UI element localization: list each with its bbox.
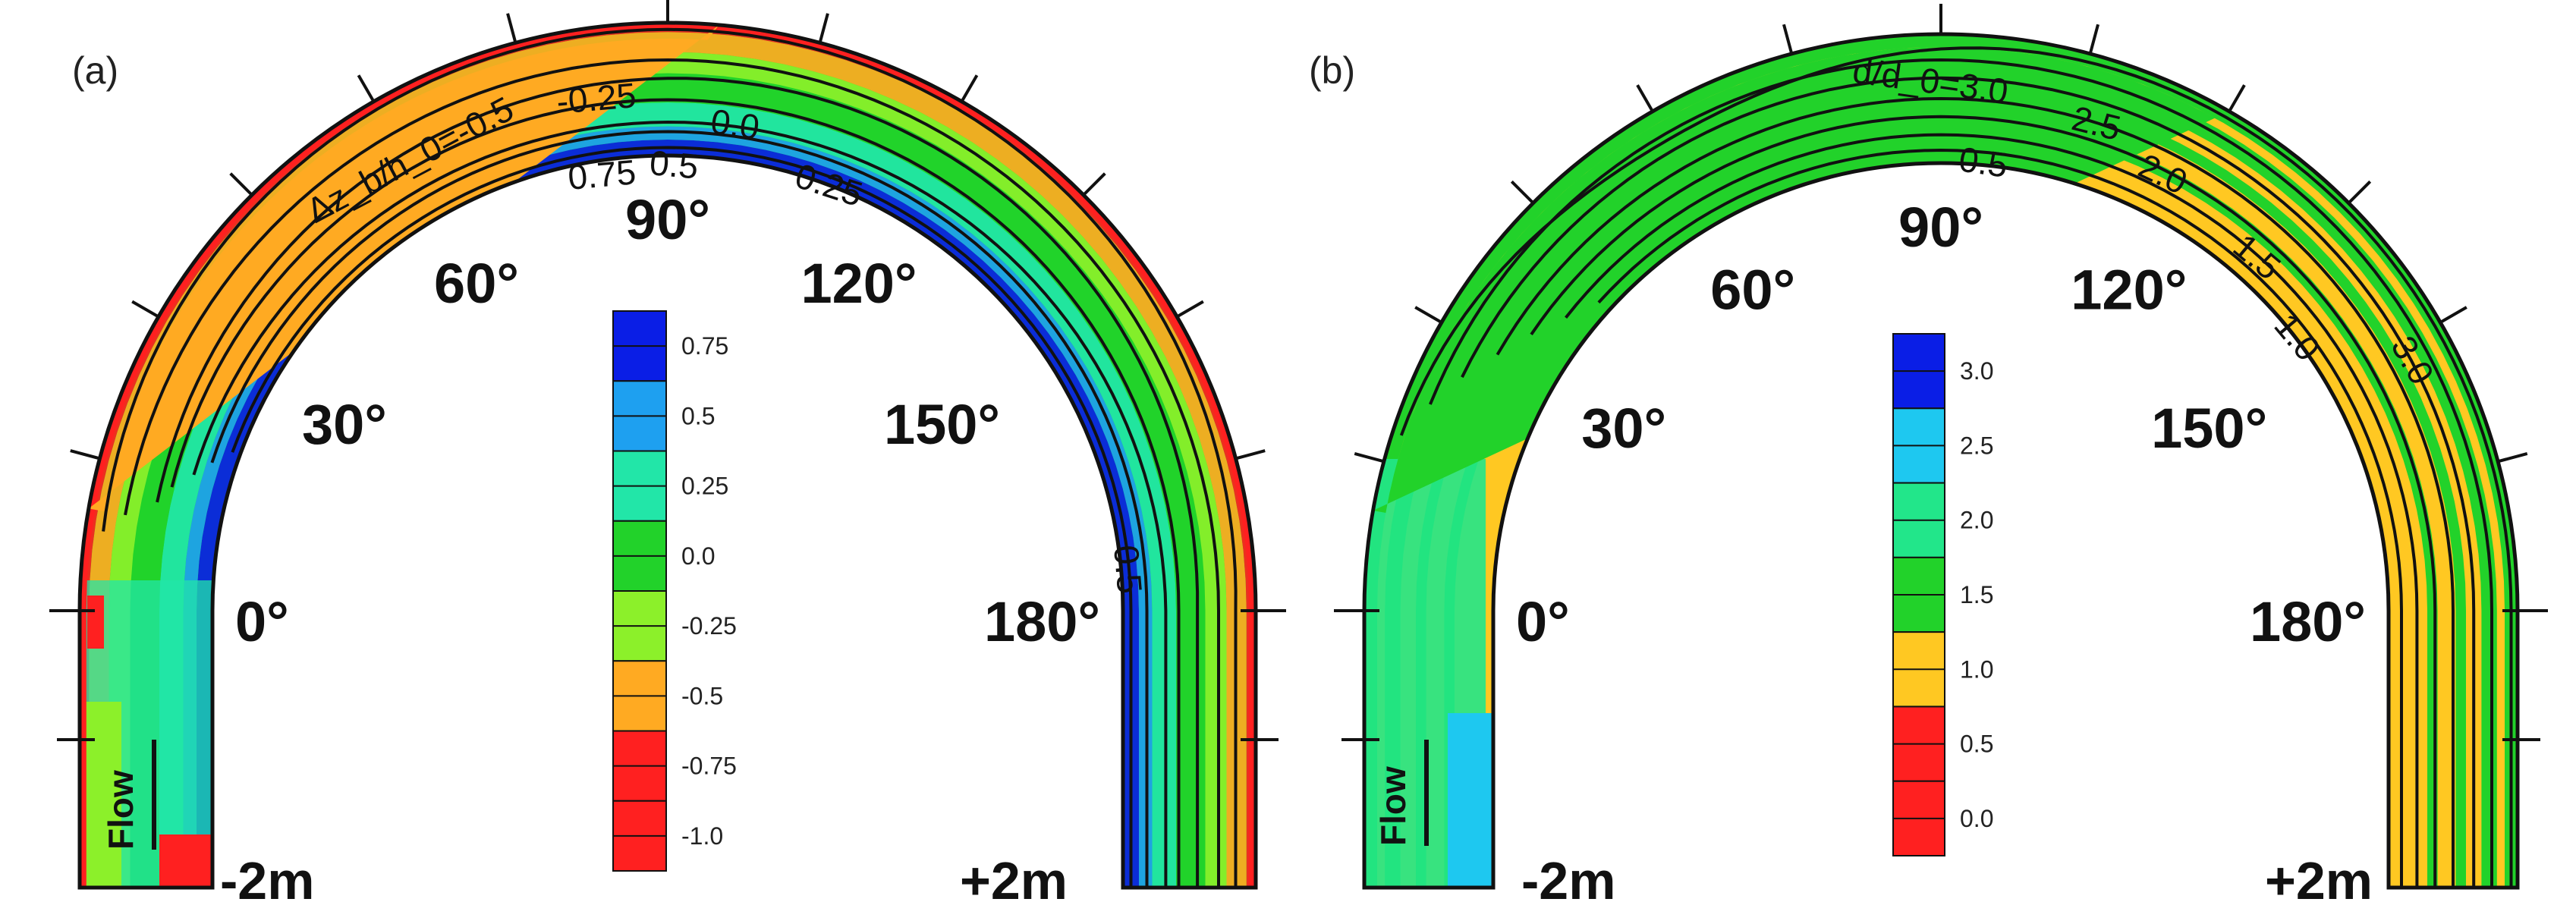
panel-a-end-label: +2m bbox=[960, 851, 1068, 910]
angle-tick-105 bbox=[818, 13, 829, 43]
angle-label-6: 180° bbox=[2250, 590, 2366, 653]
panel-a-label: (a) bbox=[72, 49, 118, 92]
angle-tick-60 bbox=[357, 74, 376, 102]
angle-label-5: 150° bbox=[884, 393, 1000, 456]
contour-label-3: 0.75 bbox=[566, 152, 637, 197]
contour-line-3 bbox=[1496, 96, 2455, 888]
panel-b-channel-outline bbox=[1362, 32, 2520, 890]
panel-b-label: (b) bbox=[1309, 49, 1355, 92]
colorbar-label-0: 0.75 bbox=[681, 332, 728, 360]
contour-line-3 bbox=[170, 98, 1181, 888]
colorbar-label-1: 0.5 bbox=[681, 402, 715, 429]
angle-tick-135 bbox=[2347, 180, 2372, 205]
panel-b-angle-labels: 0° 30° 60° 90° 120° 150° 180° bbox=[1516, 196, 2366, 653]
colorbar-label-4: 1.0 bbox=[1960, 655, 1993, 683]
field-inlet-red bbox=[159, 834, 212, 888]
contour-label-2: 0.5 bbox=[1957, 139, 2011, 184]
contour-label-1: -0.25 bbox=[555, 75, 637, 121]
angle-label-2: 60° bbox=[434, 252, 519, 315]
panel-b: (b) 0°30°60°90°120°150°180° d/d_0=3.02.5… bbox=[1309, 4, 2548, 910]
colorbar-label-5: 0.5 bbox=[1960, 731, 1993, 758]
panel-b-flow-indicator: Flow bbox=[1373, 740, 1429, 846]
angle-tick-150 bbox=[2439, 306, 2467, 324]
panel-a-color-field bbox=[80, 23, 1256, 888]
field-inlet-blue bbox=[1448, 713, 1493, 888]
contour-label-4: 0.5 bbox=[648, 143, 700, 186]
contour-line-0 bbox=[102, 27, 1238, 888]
contour-label-6: 0.5 bbox=[1106, 543, 1150, 595]
contour-line-5 bbox=[1565, 133, 2419, 888]
field-inlet-red-2 bbox=[87, 596, 104, 649]
panel-a-flow-indicator: Flow bbox=[101, 740, 156, 850]
angle-label-0: 0° bbox=[235, 590, 289, 653]
contour-line-4 bbox=[1530, 115, 2437, 888]
angle-tick-165 bbox=[2497, 452, 2528, 464]
angle-label-1: 30° bbox=[1581, 397, 1666, 460]
colorbar-label-6: 0.0 bbox=[1960, 805, 1993, 832]
colorbar-label-0: 3.0 bbox=[1960, 357, 1993, 385]
angle-label-3: 90° bbox=[1898, 196, 1983, 259]
angle-tick-165 bbox=[1235, 449, 1266, 460]
panel-a-flow-label: Flow bbox=[101, 770, 140, 850]
angle-tick-30 bbox=[131, 300, 159, 319]
angle-tick-45 bbox=[1510, 180, 1535, 205]
panel-a-colorbar: 0.75 0.5 0.25 0.0 -0.25 -0.5 -0.75 -1.0 bbox=[612, 310, 737, 872]
panel-a-channel-outline bbox=[77, 20, 1258, 890]
colorbar-label-2: 2.0 bbox=[1960, 507, 1993, 534]
contour-line-1 bbox=[124, 58, 1220, 888]
angle-label-4: 120° bbox=[800, 252, 917, 315]
field-inlet-edge bbox=[80, 702, 121, 888]
colorbar-label-1: 2.5 bbox=[1960, 432, 1993, 459]
panel-b-end-label: +2m bbox=[2265, 851, 2373, 910]
angle-tick-75 bbox=[1782, 24, 1794, 55]
panel-a-angle-labels: 0° 30° 60° 90° 120° 150° 180° bbox=[235, 188, 1100, 653]
colorbar-label-6: -0.75 bbox=[681, 753, 737, 780]
angle-tick-75 bbox=[506, 13, 517, 43]
angle-label-1: 30° bbox=[302, 393, 387, 456]
colorbar-label-3: 1.5 bbox=[1960, 581, 1993, 608]
panel-b-contours bbox=[1399, 46, 2513, 888]
panel-a-contours bbox=[102, 27, 1238, 888]
panel-b-start-label: -2m bbox=[1521, 851, 1615, 910]
colorbar-label-5: -0.5 bbox=[681, 682, 723, 709]
angle-tick-105 bbox=[2088, 24, 2099, 55]
contour-line-4 bbox=[192, 120, 1168, 888]
panel-a-angle-ticks bbox=[49, 0, 1286, 741]
angle-label-5: 150° bbox=[2151, 397, 2267, 460]
panel-a-start-label: -2m bbox=[220, 851, 314, 910]
angle-tick-120 bbox=[960, 74, 979, 102]
colorbar-label-3: 0.0 bbox=[681, 542, 715, 570]
contour-line-6 bbox=[1597, 148, 2403, 888]
angle-tick-45 bbox=[229, 172, 253, 196]
angle-tick-120 bbox=[2228, 84, 2246, 112]
contour-line-1 bbox=[1429, 58, 2493, 888]
angle-tick-135 bbox=[1082, 172, 1106, 196]
angle-tick-60 bbox=[1636, 84, 1654, 112]
angle-tick-30 bbox=[1414, 306, 1442, 324]
angle-tick-150 bbox=[1176, 300, 1204, 319]
angle-tick-15 bbox=[70, 449, 100, 460]
angle-label-2: 60° bbox=[1710, 259, 1795, 322]
colorbar-label-7: -1.0 bbox=[681, 822, 723, 850]
panel-a: (a) 0°30°60°90°120°150°180° Δz_b/h_0=-0.… bbox=[49, 0, 1286, 910]
contour-line-2 bbox=[156, 77, 1200, 888]
panel-b-flow-label: Flow bbox=[1373, 766, 1413, 846]
angle-label-0: 0° bbox=[1516, 590, 1570, 653]
contour-line-5 bbox=[210, 130, 1149, 888]
contour-line-2 bbox=[1461, 76, 2476, 888]
field-outer-orange bbox=[88, 24, 719, 512]
colorbar-label-4: -0.25 bbox=[681, 612, 737, 640]
angle-label-4: 120° bbox=[2071, 259, 2187, 322]
panel-b-angle-ticks bbox=[1334, 4, 2548, 741]
colorbar-label-2: 0.25 bbox=[681, 473, 728, 500]
contour-label-2: 0.0 bbox=[709, 101, 763, 146]
angle-tick-15 bbox=[1354, 452, 1385, 464]
contour-line-6 bbox=[231, 146, 1133, 888]
panel-b-colorbar: 3.0 2.5 2.0 1.5 1.0 0.5 0.0 bbox=[1892, 333, 1993, 856]
angle-label-3: 90° bbox=[625, 188, 710, 251]
angle-label-6: 180° bbox=[984, 590, 1100, 653]
